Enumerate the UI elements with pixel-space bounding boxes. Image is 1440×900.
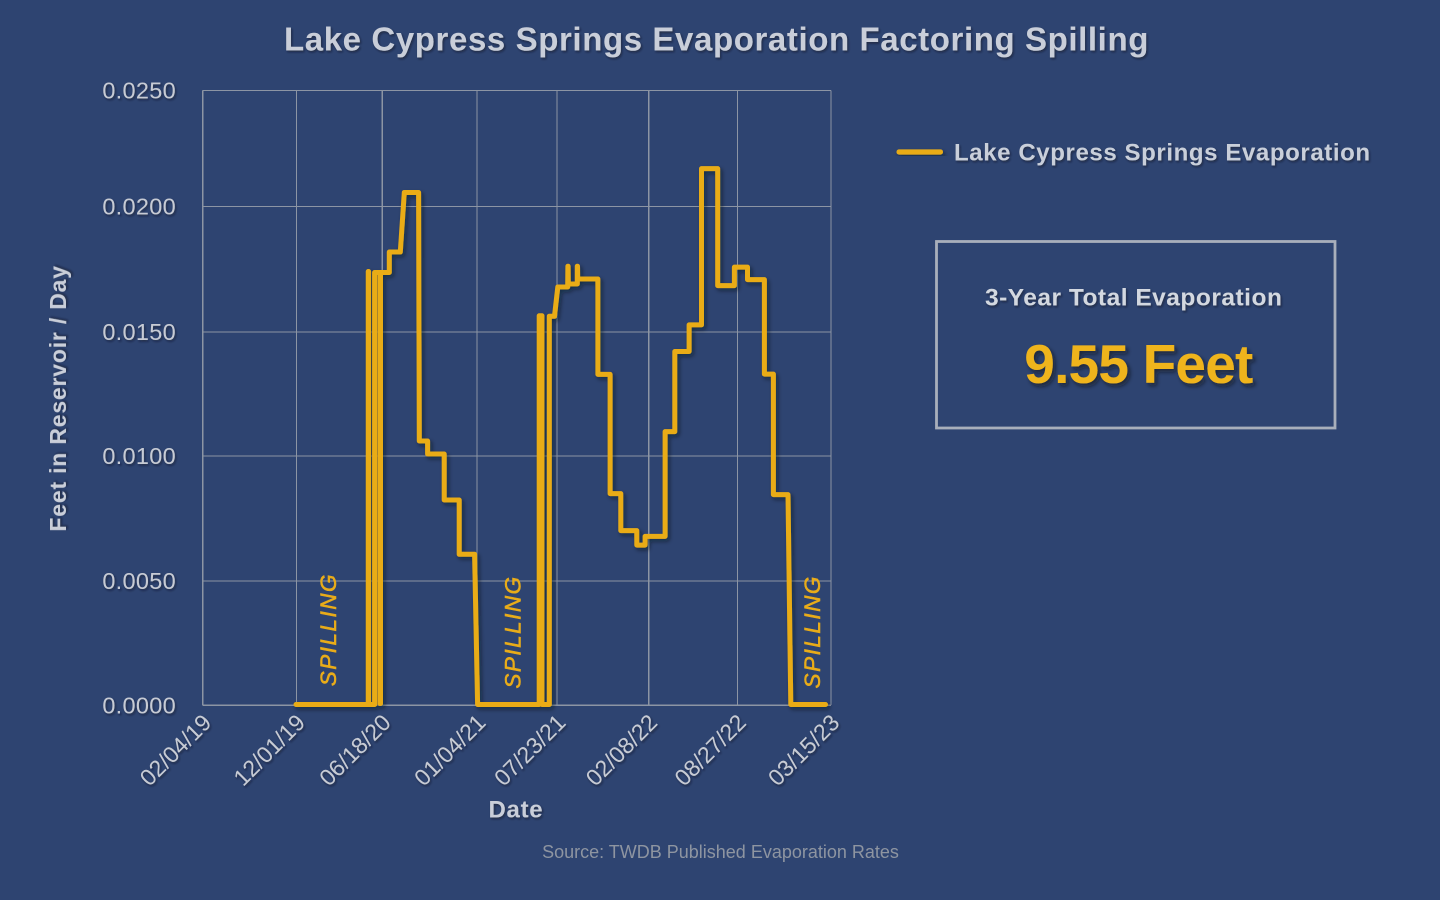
svg-text:0.0000: 0.0000	[102, 692, 176, 718]
svg-text:Feet in Reservoir / Day: Feet in Reservoir / Day	[45, 265, 71, 531]
svg-text:0.0250: 0.0250	[102, 77, 176, 103]
svg-text:0.0150: 0.0150	[102, 319, 176, 345]
svg-text:SPILLING: SPILLING	[316, 573, 341, 686]
svg-text:Date: Date	[488, 797, 543, 824]
svg-text:0.0050: 0.0050	[102, 568, 176, 594]
svg-text:9.55 Feet: 9.55 Feet	[1024, 333, 1253, 395]
svg-text:SPILLING: SPILLING	[500, 575, 525, 688]
svg-text:SPILLING: SPILLING	[800, 575, 825, 688]
svg-text:Lake Cypress Springs Evaporati: Lake Cypress Springs Evaporation	[954, 139, 1371, 166]
svg-text:Lake Cypress Springs Evaporati: Lake Cypress Springs Evaporation Factori…	[284, 21, 1149, 58]
svg-text:Source: TWDB Published Evapora: Source: TWDB Published Evaporation Rates	[542, 842, 899, 862]
svg-text:0.0100: 0.0100	[102, 443, 176, 469]
svg-text:3-Year Total Evaporation: 3-Year Total Evaporation	[985, 285, 1282, 312]
svg-text:0.0200: 0.0200	[102, 193, 176, 219]
